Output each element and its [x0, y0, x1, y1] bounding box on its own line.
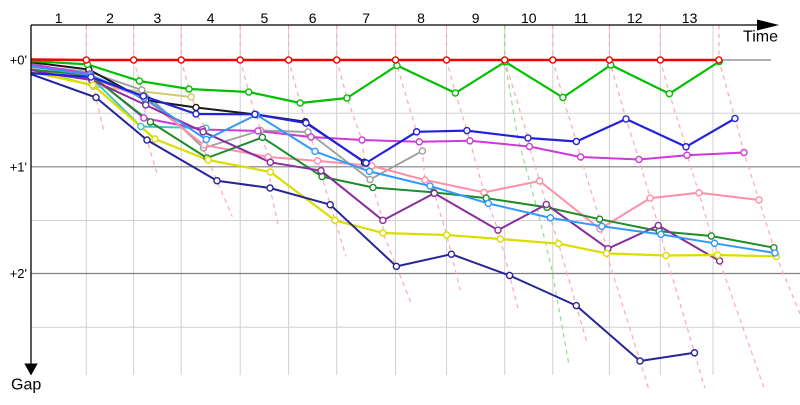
svg-text:2: 2: [106, 10, 114, 26]
svg-text:3: 3: [154, 10, 162, 26]
svg-text:6: 6: [309, 10, 317, 26]
svg-text:8: 8: [417, 10, 425, 26]
svg-text:5: 5: [261, 10, 269, 26]
svg-text:+0': +0': [10, 53, 27, 68]
svg-text:7: 7: [362, 10, 370, 26]
svg-text:4: 4: [207, 10, 215, 26]
svg-text:9: 9: [472, 10, 480, 26]
svg-text:1: 1: [55, 10, 63, 26]
svg-text:10: 10: [521, 10, 537, 26]
svg-text:11: 11: [574, 10, 589, 26]
svg-text:Time: Time: [743, 29, 778, 46]
svg-text:13: 13: [682, 10, 698, 26]
svg-text:12: 12: [627, 10, 643, 26]
svg-text:Gap: Gap: [11, 377, 41, 394]
svg-text:+2': +2': [10, 266, 27, 281]
svg-text:+1': +1': [10, 159, 27, 174]
